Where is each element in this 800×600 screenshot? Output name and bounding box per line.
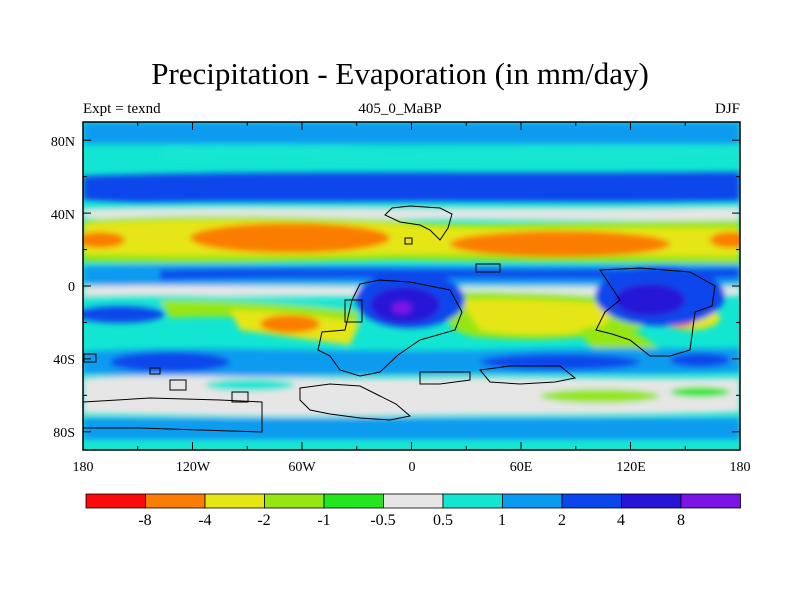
colorbar-swatch [383,493,444,509]
colorbar-swatch [680,493,741,509]
colorbar-label: -4 [198,512,211,529]
colorbar-label: 2 [558,512,566,529]
axis-ticks [82,122,741,450]
x-tick-label: 180 [730,460,751,475]
pme-field [83,122,740,450]
colorbar-swatch [85,493,146,509]
x-tick-label: 60E [510,460,533,475]
colorbar-swatch [442,493,503,509]
y-tick-label: 0 [68,280,75,295]
colorbar [85,493,741,509]
x-tick-label: 120E [616,460,646,475]
y-tick-label: 80S [53,426,75,441]
colorbar-label: -8 [138,512,151,529]
colorbar-label: -0.5 [370,512,395,529]
colorbar-label: 1 [498,512,506,529]
continent-outlines [83,205,716,433]
colorbar-label: 0.5 [433,512,453,529]
colorbar-swatch [264,493,325,509]
colorbar-swatch [323,493,384,509]
season-label: DJF [714,101,740,117]
y-tick-label: 80N [51,135,75,150]
colorbar-label: -1 [317,512,330,529]
y-tick-label: 40S [53,353,75,368]
colorbar-swatch [204,493,265,509]
chart-title: Precipitation - Evaporation (in mm/day) [151,56,649,91]
colorbar-swatch [561,493,622,509]
x-tick-label: 120W [176,460,211,475]
x-tick-label: 180 [73,460,94,475]
colorbar-swatch [621,493,682,509]
period-label: 405_0_MaBP [358,101,442,117]
x-tick-label: 60W [288,460,316,475]
colorbar-label: -2 [257,512,270,529]
colorbar-label: 4 [617,512,625,529]
experiment-label: Expt = texnd [83,101,161,117]
colorbar-swatch [145,493,206,509]
colorbar-swatch [502,493,563,509]
colorbar-label: 8 [677,512,685,529]
y-tick-label: 40N [51,208,75,223]
x-tick-label: 0 [409,460,416,475]
